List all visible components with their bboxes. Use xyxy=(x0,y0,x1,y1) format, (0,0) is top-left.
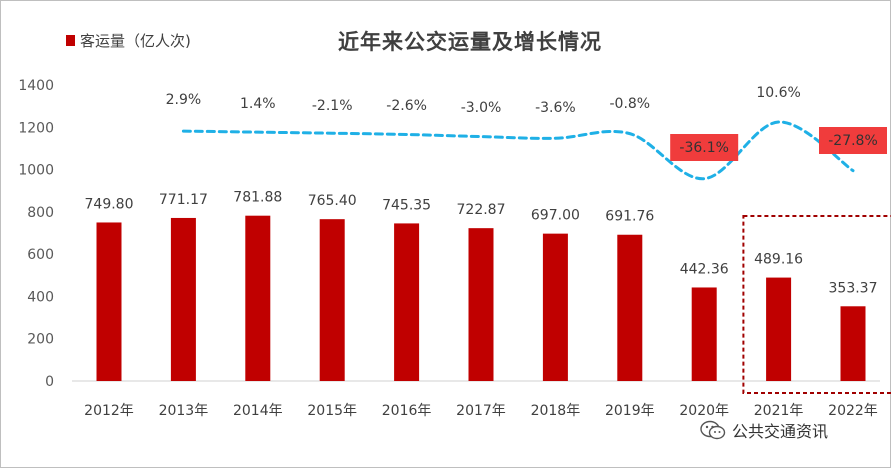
bar-value-label: 442.36 xyxy=(680,261,729,277)
growth-rate-label: -2.1% xyxy=(312,98,353,114)
x-tick-label: 2013年 xyxy=(159,403,209,419)
bar-value-label: 691.76 xyxy=(605,209,654,225)
y-tick-label: 1200 xyxy=(18,120,54,136)
x-tick-label: 2019年 xyxy=(605,403,655,419)
bar-value-label: 745.35 xyxy=(382,197,431,213)
bar-value-label: 697.00 xyxy=(531,208,580,224)
x-tick-label: 2012年 xyxy=(84,403,134,419)
y-tick-label: 600 xyxy=(27,247,54,263)
bar-value-label: 765.40 xyxy=(308,193,357,209)
bar xyxy=(617,234,643,381)
bar xyxy=(691,287,717,381)
bar xyxy=(319,219,345,381)
y-tick-label: 200 xyxy=(27,332,54,348)
watermark-text: 公共交通资讯 xyxy=(732,422,829,441)
bar xyxy=(468,228,494,381)
x-tick-label: 2018年 xyxy=(531,403,581,419)
x-tick-label: 2020年 xyxy=(679,403,729,419)
bar-value-label: 781.88 xyxy=(233,190,282,206)
x-tick-label: 2015年 xyxy=(307,403,357,419)
legend: 客运量（亿人次) xyxy=(66,29,191,51)
y-tick-label: 800 xyxy=(27,205,54,221)
growth-label-highlight xyxy=(819,127,887,154)
growth-rate-label: -0.8% xyxy=(609,96,650,112)
growth-rate-label: -36.1% xyxy=(679,140,729,156)
bar xyxy=(542,233,568,381)
bar-value-label: 722.87 xyxy=(457,202,506,218)
chart-title: 近年来公交运量及增长情况 xyxy=(338,30,602,54)
legend-swatch xyxy=(66,34,75,46)
highlight-box xyxy=(742,215,891,394)
bar xyxy=(96,222,122,381)
bar xyxy=(245,215,271,381)
bar-value-label: 353.37 xyxy=(829,280,878,296)
bar xyxy=(394,223,420,381)
growth-rate-label: 10.6% xyxy=(756,85,800,101)
x-tick-label: 2021年 xyxy=(754,403,804,419)
bar-value-label: 489.16 xyxy=(754,252,803,268)
growth-rate-label: 1.4% xyxy=(240,96,276,112)
growth-rate-label: 2.9% xyxy=(166,92,202,108)
y-tick-label: 1400 xyxy=(18,78,54,94)
bar-value-label: 771.17 xyxy=(159,192,208,208)
wechat-icon xyxy=(700,420,726,440)
y-tick-label: 400 xyxy=(27,289,54,305)
legend-label: 客运量（亿人次) xyxy=(80,31,191,50)
growth-rate-label: -3.6% xyxy=(535,100,576,116)
bar xyxy=(840,306,866,381)
growth-label-highlight xyxy=(670,134,739,161)
y-tick-label: 0 xyxy=(45,374,54,390)
watermark: 公共交通资讯 xyxy=(700,415,828,445)
growth-rate-line xyxy=(181,120,855,181)
x-tick-label: 2022年 xyxy=(828,403,878,419)
y-tick-label: 1000 xyxy=(18,163,54,179)
x-tick-label: 2014年 xyxy=(233,403,283,419)
x-tick-label: 2017年 xyxy=(456,403,506,419)
bar xyxy=(170,217,196,381)
growth-rate-label: -27.8% xyxy=(828,133,878,149)
bar xyxy=(766,277,792,381)
growth-rate-label: -2.6% xyxy=(386,98,427,114)
x-tick-label: 2016年 xyxy=(382,403,432,419)
bar-value-label: 749.80 xyxy=(85,196,134,212)
growth-rate-label: -3.0% xyxy=(461,100,502,116)
